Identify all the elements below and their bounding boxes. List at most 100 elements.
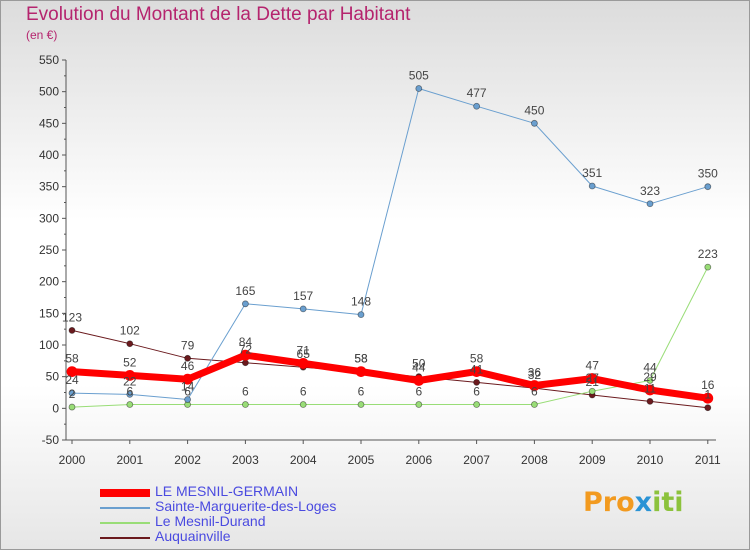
data-label: 71	[297, 343, 311, 357]
data-point	[586, 373, 598, 384]
data-label: 505	[409, 69, 429, 83]
logo-part-pro: Pro	[583, 487, 635, 518]
data-label: 41	[470, 362, 484, 376]
x-tick-label: 2003	[232, 453, 259, 467]
y-tick-label: 50	[46, 370, 60, 384]
data-point	[644, 384, 656, 396]
data-point	[531, 119, 538, 127]
y-tick-label: 450	[39, 116, 59, 130]
data-point	[239, 349, 251, 361]
data-label: 350	[698, 167, 718, 181]
data-label: 36	[528, 366, 542, 380]
data-point	[471, 366, 483, 378]
data-point	[529, 380, 540, 391]
data-label: 79	[181, 338, 195, 352]
series-line	[71, 88, 709, 400]
data-label: 6	[300, 385, 307, 399]
data-point	[68, 327, 76, 334]
y-tick-label: -50	[42, 433, 60, 447]
data-point	[646, 377, 654, 384]
data-point	[126, 340, 134, 348]
y-tick-label: 200	[39, 275, 59, 289]
data-point	[588, 387, 596, 395]
data-point	[124, 369, 136, 381]
y-tick-label: 100	[39, 338, 59, 352]
data-label: 58	[65, 352, 79, 366]
data-point	[68, 389, 76, 397]
data-point	[68, 403, 76, 411]
data-label: 6	[415, 385, 422, 399]
data-point	[241, 401, 249, 408]
data-point	[646, 200, 654, 208]
data-label: 46	[181, 359, 195, 373]
legend-label-le-mesnil-durand: Le Mesnil-Durand	[155, 513, 266, 529]
y-tick-label: 500	[39, 85, 59, 99]
legend-swatch-sainte-marguerite-des-loges	[100, 507, 150, 509]
chart-subtitle: (en €)	[26, 28, 58, 42]
data-point	[299, 401, 307, 408]
x-tick-label: 2011	[695, 453, 721, 467]
legend-label-auquainville: Auquainville	[155, 528, 231, 544]
data-point	[704, 404, 712, 412]
data-label: 1	[704, 388, 711, 402]
data-label: 223	[698, 247, 718, 261]
data-label: 27	[586, 371, 600, 385]
x-tick-label: 2005	[348, 453, 375, 467]
x-tick-label: 2008	[521, 453, 548, 467]
data-point	[704, 183, 712, 191]
data-label: 47	[586, 359, 600, 373]
x-tick-label: 2010	[637, 453, 664, 467]
data-point	[66, 366, 78, 378]
data-point	[588, 182, 596, 190]
data-point	[704, 263, 712, 271]
logo-part-iti: iti	[652, 487, 684, 518]
data-point	[473, 102, 481, 110]
x-tick-label: 2004	[290, 453, 317, 467]
x-tick-label: 2009	[579, 453, 606, 467]
data-label: 32	[528, 368, 542, 382]
data-point	[126, 401, 134, 408]
data-label: 6	[242, 385, 249, 399]
data-label: 123	[62, 310, 82, 324]
data-point	[241, 359, 249, 367]
data-label: 44	[643, 360, 657, 374]
data-label: 14	[181, 379, 195, 393]
data-label: 50	[412, 357, 426, 371]
data-point	[184, 354, 192, 362]
x-tick-label: 2006	[405, 453, 432, 467]
data-label: 44	[412, 360, 426, 374]
data-label: 102	[120, 324, 140, 338]
data-label: 24	[65, 373, 79, 387]
logo-part-x: x	[634, 487, 653, 518]
data-point	[415, 85, 423, 92]
data-label: 21	[586, 375, 600, 389]
series-line	[68, 351, 712, 402]
data-label: 58	[354, 352, 368, 366]
y-tick-label: 300	[39, 211, 59, 225]
data-point	[646, 397, 654, 405]
data-label: 6	[473, 385, 480, 399]
y-tick-label: 0	[52, 401, 59, 415]
legend-swatch-auquainville	[100, 537, 150, 539]
data-point	[182, 373, 194, 385]
data-label: 148	[351, 295, 371, 309]
data-point	[702, 392, 714, 404]
data-label: 477	[467, 86, 487, 100]
data-point	[357, 401, 365, 408]
proxiti-logo: Proxiti	[583, 487, 684, 518]
data-point	[126, 390, 134, 398]
data-label: 16	[701, 378, 715, 392]
x-tick-label: 2001	[116, 453, 143, 467]
data-point	[473, 378, 481, 386]
data-label: 323	[640, 184, 660, 198]
y-tick-label: 350	[39, 180, 59, 194]
data-label: 6	[126, 385, 133, 399]
data-label: 58	[354, 352, 368, 366]
data-label: 157	[293, 289, 313, 303]
data-point	[357, 311, 365, 319]
data-point	[355, 366, 367, 378]
data-point	[531, 401, 538, 408]
series-line	[71, 329, 709, 409]
